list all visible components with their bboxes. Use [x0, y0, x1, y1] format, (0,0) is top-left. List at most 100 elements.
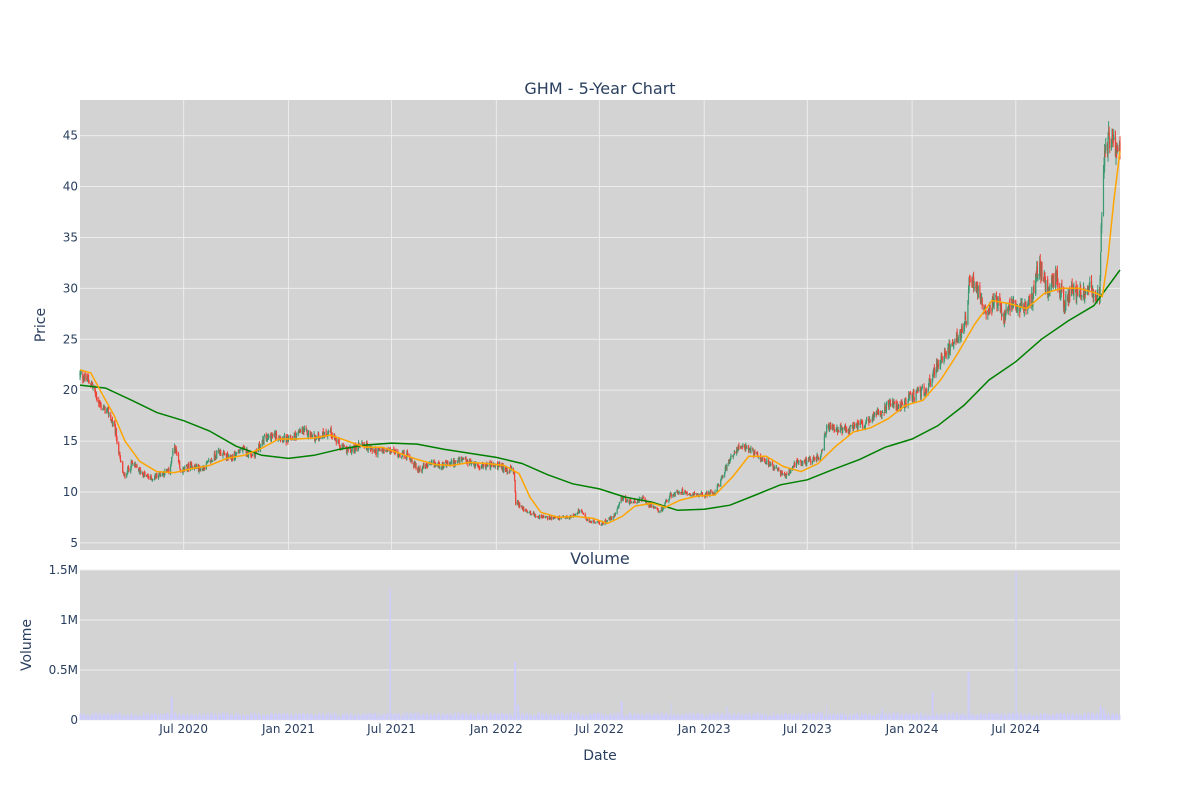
candle-body [823, 436, 826, 450]
volume-bar [985, 713, 986, 720]
volume-bar [179, 713, 181, 720]
volume-bar [451, 712, 453, 720]
volume-bar [780, 714, 781, 720]
candle-body [167, 470, 169, 472]
candle-body [169, 465, 172, 474]
volume-bar [824, 716, 825, 720]
volume-bar [483, 712, 485, 720]
candle-body [179, 468, 181, 471]
volume-bar [604, 713, 606, 720]
volume-bar [325, 715, 327, 720]
volume-bar [490, 714, 492, 720]
volume-bar [297, 716, 299, 720]
volume-bar [427, 714, 428, 720]
volume-bar [682, 714, 684, 720]
volume-bar [357, 712, 359, 720]
candle-body [844, 425, 847, 432]
volume-bar [765, 715, 767, 720]
candle-body [1028, 296, 1030, 302]
volume-bar [785, 713, 787, 720]
volume-bar [111, 714, 113, 720]
volume-bar [195, 715, 197, 720]
volume-bar [285, 714, 287, 720]
volume-tick-label: 0.5M [49, 663, 78, 677]
volume-bar [1017, 714, 1019, 720]
volume-bar [844, 716, 846, 720]
volume-bar [409, 716, 411, 720]
volume-bar [933, 715, 935, 720]
volume-bar [92, 714, 94, 720]
volume-bar [544, 714, 546, 720]
volume-bar [1052, 715, 1054, 720]
candle-body [850, 425, 852, 427]
volume-bar [1041, 714, 1042, 720]
candle-body [961, 327, 963, 333]
volume-bar [874, 716, 875, 720]
volume-bar [661, 712, 662, 720]
volume-bar [393, 713, 395, 720]
volume-bar [944, 716, 945, 720]
candle-body [944, 349, 946, 355]
candle-body [814, 457, 816, 459]
volume-bar [1029, 713, 1031, 720]
volume-bar [760, 713, 762, 720]
volume-bar [309, 714, 311, 720]
volume-bar [515, 662, 517, 720]
volume-bar [827, 716, 829, 720]
volume-bar [853, 714, 854, 720]
candle-body [945, 354, 947, 356]
volume-bar [493, 715, 494, 720]
candle-body [736, 448, 738, 454]
volume-bar [154, 714, 156, 720]
volume-bar [506, 714, 508, 720]
volume-bar [262, 714, 264, 720]
candle-body [95, 393, 97, 395]
candle-body [928, 383, 930, 388]
volume-bar [1085, 715, 1087, 720]
volume-bar [1025, 716, 1026, 720]
volume-bar [183, 715, 185, 720]
candle-body [658, 511, 660, 513]
candle-body [777, 469, 779, 471]
volume-bar [593, 714, 595, 720]
candle-body [127, 467, 129, 473]
candle-body [1060, 286, 1062, 294]
volume-bar [235, 712, 236, 720]
volume-bar [600, 712, 602, 720]
candle-body [1056, 271, 1058, 281]
volume-bar [772, 712, 774, 720]
volume-bar [433, 714, 435, 720]
candle-body [246, 449, 249, 456]
volume-bar [119, 713, 121, 720]
candle-body [306, 429, 308, 431]
candle-body [131, 460, 133, 463]
candle-body [206, 460, 209, 464]
volume-bar [980, 713, 982, 720]
date-tick-label: Jul 2020 [158, 722, 208, 736]
volume-bar [913, 714, 915, 720]
volume-bar [112, 714, 114, 720]
volume-bar [457, 713, 459, 720]
volume-plot-background [80, 570, 1120, 720]
volume-bar [505, 714, 506, 720]
candle-body [189, 463, 192, 470]
volume-bar [304, 713, 305, 720]
candlesticks [79, 121, 1121, 526]
volume-bar [995, 713, 997, 720]
volume-bar [423, 715, 424, 720]
candle-body [1047, 279, 1049, 295]
volume-bar [937, 714, 939, 720]
volume-bar [302, 713, 304, 720]
volume-bar [678, 713, 679, 720]
volume-bar [234, 716, 236, 720]
volume-bar [932, 692, 934, 720]
volume-bar [226, 713, 228, 720]
volume-bar [1021, 716, 1023, 720]
volume-bar [574, 716, 576, 720]
candle-body [797, 461, 799, 463]
volume-bar [829, 716, 830, 720]
candle-body [818, 458, 820, 460]
candle-body [257, 448, 259, 452]
volume-bar [693, 713, 694, 720]
volume-bar [434, 715, 436, 720]
